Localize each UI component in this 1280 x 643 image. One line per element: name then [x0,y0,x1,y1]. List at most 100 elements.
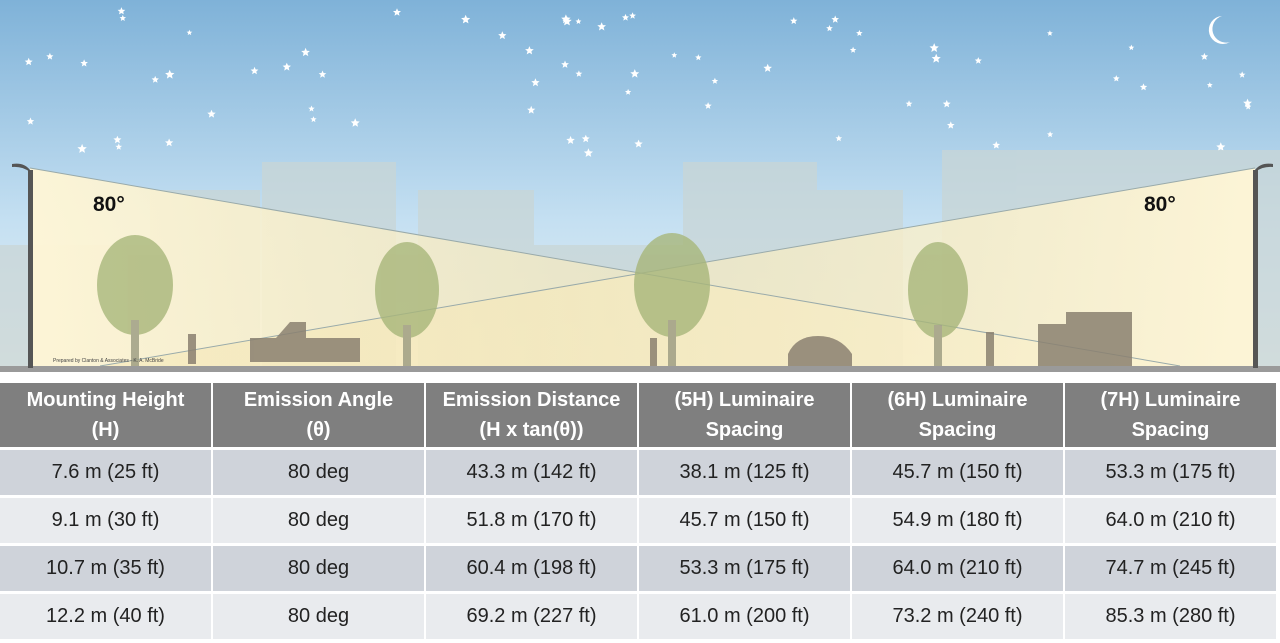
trees [97,233,968,368]
star [318,70,327,78]
star [629,12,636,19]
column-header: Mounting Height (H) [0,383,211,447]
star [24,57,33,66]
star [1243,98,1252,107]
table-cell: 80 deg [213,594,424,639]
header-line: Emission Angle [243,389,394,411]
star [301,47,310,57]
star [80,59,88,67]
star [151,75,159,83]
star [26,117,35,125]
column-header: (7H) Luminaire Spacing [1065,383,1276,447]
star [992,141,1001,149]
road [0,366,1280,372]
table-cell: 53.3 m (175 ft) [639,546,850,591]
star [165,69,175,79]
star [929,43,939,52]
star [165,138,174,147]
star [1047,131,1054,138]
table-cell: 60.4 m (198 ft) [426,546,637,591]
star [695,54,702,61]
star [525,46,534,55]
header-row: Mounting Height (H) Emission Angle (θ) Emiss… [0,383,1276,447]
star [931,53,941,63]
star [561,60,569,68]
table-row: 12.2 m (40 ft) 80 deg 69.2 m (227 ft) 61.0 … [0,594,1276,639]
table-cell: 64.0 m (210 ft) [1065,498,1276,543]
star [282,62,291,71]
street-illustration: 80° 80° Prepared by Clanton & Associates… [0,0,1280,372]
star [974,57,982,64]
column-header: (6H) Luminaire Spacing [852,383,1063,447]
table-cell: 10.7 m (35 ft) [0,546,211,591]
header-line: (H x tan(θ)) [479,419,584,441]
star [1128,44,1135,51]
star [671,52,678,58]
angle-label: 80° [93,193,125,216]
star [531,78,540,87]
star [704,102,712,109]
star [117,7,126,15]
table-cell: 74.7 m (245 ft) [1065,546,1276,591]
star [77,143,87,153]
star [1238,71,1246,78]
star [763,63,772,72]
table-cell: 64.0 m (210 ft) [852,546,1063,591]
star [498,31,507,40]
star [350,118,360,127]
star [1206,82,1213,88]
table-cell: 54.9 m (180 ft) [852,498,1063,543]
table-cell: 80 deg [213,498,424,543]
header-line: Mounting Height [26,389,185,411]
star [566,135,575,144]
star [790,17,798,24]
street-poles [12,163,1273,368]
star [461,14,471,24]
star [905,100,913,107]
header-line: Spacing [918,419,997,441]
header-line: (6H) Luminaire [887,389,1028,411]
header-line: (θ) [306,419,331,441]
column-header: Emission Angle (θ) [213,383,424,447]
header-line: (H) [91,419,120,441]
star [527,105,536,114]
star [308,105,315,112]
star [711,77,719,84]
table-cell: 73.2 m (240 ft) [852,594,1063,639]
spacing-table: Mounting Height (H) Emission Angle (θ) Emiss… [0,380,1278,642]
header-line: Spacing [1131,419,1210,441]
star [186,29,193,36]
table-row: 7.6 m (25 ft) 80 deg 43.3 m (142 ft) 38.1 m… [0,450,1276,495]
star [1200,52,1209,60]
table-cell: 12.2 m (40 ft) [0,594,211,639]
star [622,13,629,21]
table-cell: 69.2 m (227 ft) [426,594,637,639]
star [46,52,54,60]
star [856,29,863,36]
table-cell: 80 deg [213,450,424,495]
credit: Prepared by Clanton & Associates - K. A.… [53,358,164,364]
star [207,109,216,118]
star [634,139,643,148]
star [575,18,582,24]
column-header: (5H) Luminaire Spacing [639,383,850,447]
table-cell: 38.1 m (125 ft) [639,450,850,495]
header-line: (7H) Luminaire [1100,389,1241,411]
star [835,135,843,142]
star [113,135,122,144]
star [1047,30,1053,36]
star [250,66,259,75]
table-cell: 45.7 m (150 ft) [852,450,1063,495]
vehicles-and-people [188,312,1132,366]
table-cell: 51.8 m (170 ft) [426,498,637,543]
header-line: Spacing [705,419,784,441]
table-cell: 85.3 m (280 ft) [1065,594,1276,639]
star [625,88,632,95]
table-cell: 61.0 m (200 ft) [639,594,850,639]
star [597,22,606,31]
header-line: (5H) Luminaire [674,389,815,411]
star [1139,83,1148,91]
star [115,143,123,150]
star [1113,75,1120,82]
